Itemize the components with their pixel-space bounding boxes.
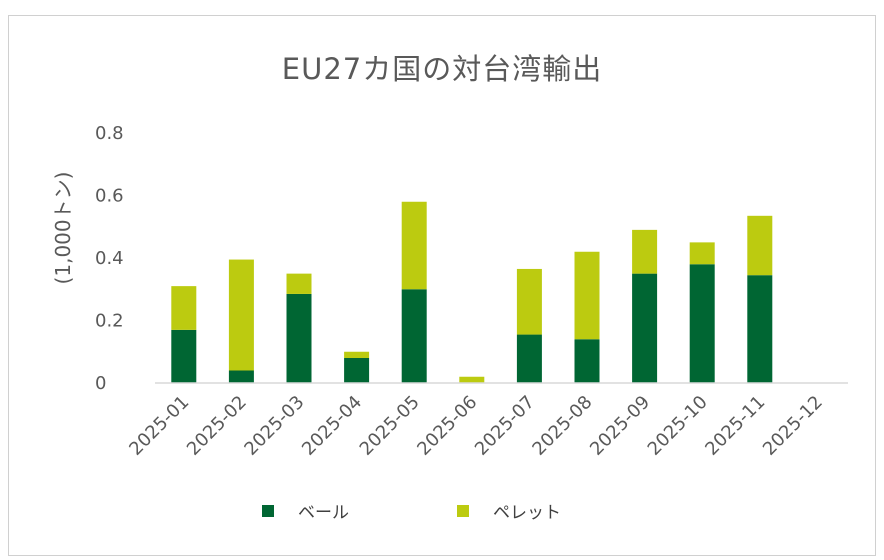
x-tick-label: 2025-09 (586, 392, 654, 460)
bar-pellet-2025-11 (747, 215, 773, 276)
bar-pellet-2025-03 (286, 273, 312, 294)
x-tick-label: 2025-02 (183, 392, 251, 460)
x-tick-label: 2025-03 (240, 392, 308, 460)
chart-title: EU27カ国の対台湾輸出 (281, 52, 603, 86)
y-tick-label: 0.2 (95, 311, 124, 332)
y-tick-label: 0.4 (95, 248, 124, 269)
bar-bale-2025-08 (574, 339, 600, 383)
x-tick-label: 2025-01 (125, 392, 193, 460)
bar-pellet-2025-07 (516, 268, 542, 335)
x-tick-label: 2025-06 (413, 392, 481, 460)
x-tick-label: 2025-08 (528, 392, 596, 460)
chart-frame (8, 15, 876, 556)
x-tick-label: 2025-07 (471, 392, 539, 460)
bar-bale-2025-01 (171, 329, 197, 383)
y-tick-label: 0.6 (95, 186, 124, 207)
y-tick-label: 0 (95, 373, 106, 394)
bar-pellet-2025-04 (344, 351, 370, 358)
legend-swatch-bale (262, 504, 274, 517)
bar-bale-2025-04 (344, 358, 370, 383)
bar-pellet-2025-09 (632, 229, 658, 274)
x-tick-label: 2025-12 (759, 392, 827, 460)
bar-bale-2025-05 (401, 289, 427, 383)
x-tick-label: 2025-04 (298, 392, 366, 460)
x-tick-label: 2025-05 (356, 392, 424, 460)
y-tick-label: 0.8 (95, 123, 124, 144)
bar-pellet-2025-06 (459, 376, 485, 383)
legend-item-bale: ベール (262, 498, 349, 523)
x-tick-label: 2025-10 (644, 392, 712, 460)
bar-bale-2025-07 (516, 334, 542, 383)
bar-bale-2025-03 (286, 293, 312, 383)
bar-pellet-2025-08 (574, 251, 600, 340)
bar-bale-2025-09 (632, 273, 658, 383)
y-axis-label: (1,000トン) (51, 172, 75, 285)
bar-pellet-2025-05 (401, 201, 427, 290)
bar-bale-2025-11 (747, 275, 773, 383)
bar-pellet-2025-02 (228, 259, 254, 371)
bar-bale-2025-10 (689, 264, 715, 383)
bar-bale-2025-02 (228, 370, 254, 383)
legend-label-pellet: ペレット (493, 503, 561, 523)
legend-item-pellet: ペレット (457, 498, 561, 523)
x-tick-label: 2025-11 (701, 392, 769, 460)
bar-pellet-2025-01 (171, 286, 197, 330)
legend-label-bale: ベール (298, 503, 349, 523)
bar-pellet-2025-10 (689, 242, 715, 265)
legend-swatch-pellet (457, 504, 469, 517)
